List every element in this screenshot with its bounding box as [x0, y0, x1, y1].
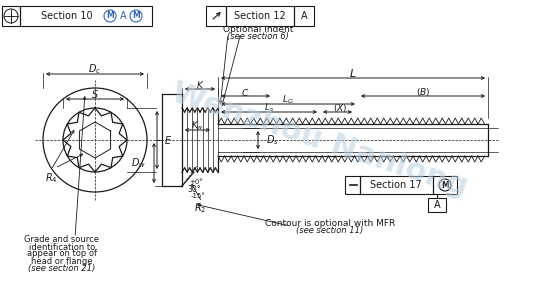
- Text: A: A: [434, 200, 440, 210]
- Text: $D_s$: $D_s$: [266, 133, 279, 147]
- Text: Contour is optional with MFR: Contour is optional with MFR: [265, 220, 395, 229]
- Text: $C$: $C$: [241, 86, 250, 97]
- Text: $K$: $K$: [196, 79, 204, 90]
- Text: Section 12: Section 12: [234, 11, 286, 21]
- Text: $(X)$: $(X)$: [333, 102, 347, 114]
- Bar: [428, 198, 446, 212]
- Text: M: M: [132, 12, 140, 21]
- Text: $E$: $E$: [164, 134, 172, 146]
- Text: (see section 6): (see section 6): [227, 32, 289, 41]
- Text: (see section 11): (see section 11): [296, 226, 364, 235]
- Text: head or flange: head or flange: [31, 257, 93, 266]
- Text: $S$: $S$: [91, 89, 99, 100]
- Text: -15°: -15°: [190, 193, 205, 199]
- Bar: [206, 6, 314, 26]
- Text: identification to: identification to: [29, 243, 95, 252]
- Text: $R_2$: $R_2$: [194, 201, 206, 215]
- Text: $L_s$: $L_s$: [264, 102, 274, 114]
- Text: M: M: [441, 181, 449, 190]
- Text: 30°: 30°: [187, 184, 201, 193]
- Text: $(B)$: $(B)$: [416, 86, 430, 98]
- Text: M: M: [106, 12, 114, 21]
- Text: +0°: +0°: [189, 179, 203, 185]
- Text: appear on top of: appear on top of: [27, 249, 97, 258]
- Text: (see section 21): (see section 21): [28, 263, 95, 272]
- Text: Section 10: Section 10: [41, 11, 93, 21]
- Bar: [345, 176, 457, 194]
- Text: Section 17: Section 17: [370, 180, 422, 190]
- Text: A: A: [301, 11, 307, 21]
- Text: A: A: [120, 11, 126, 21]
- Text: Optional indent: Optional indent: [223, 26, 293, 35]
- Text: $R_4$: $R_4$: [45, 171, 58, 185]
- Text: $D_c$: $D_c$: [88, 62, 102, 76]
- Text: Grade and source: Grade and source: [24, 235, 99, 244]
- Bar: [2, 6, 152, 26]
- Text: $L_G$: $L_G$: [282, 94, 294, 106]
- Text: Wenzhou Nanlong: Wenzhou Nanlong: [168, 78, 471, 202]
- Text: $K_w$: $K_w$: [191, 120, 204, 132]
- Text: $D_w$: $D_w$: [131, 156, 146, 170]
- Text: $L$: $L$: [349, 67, 357, 79]
